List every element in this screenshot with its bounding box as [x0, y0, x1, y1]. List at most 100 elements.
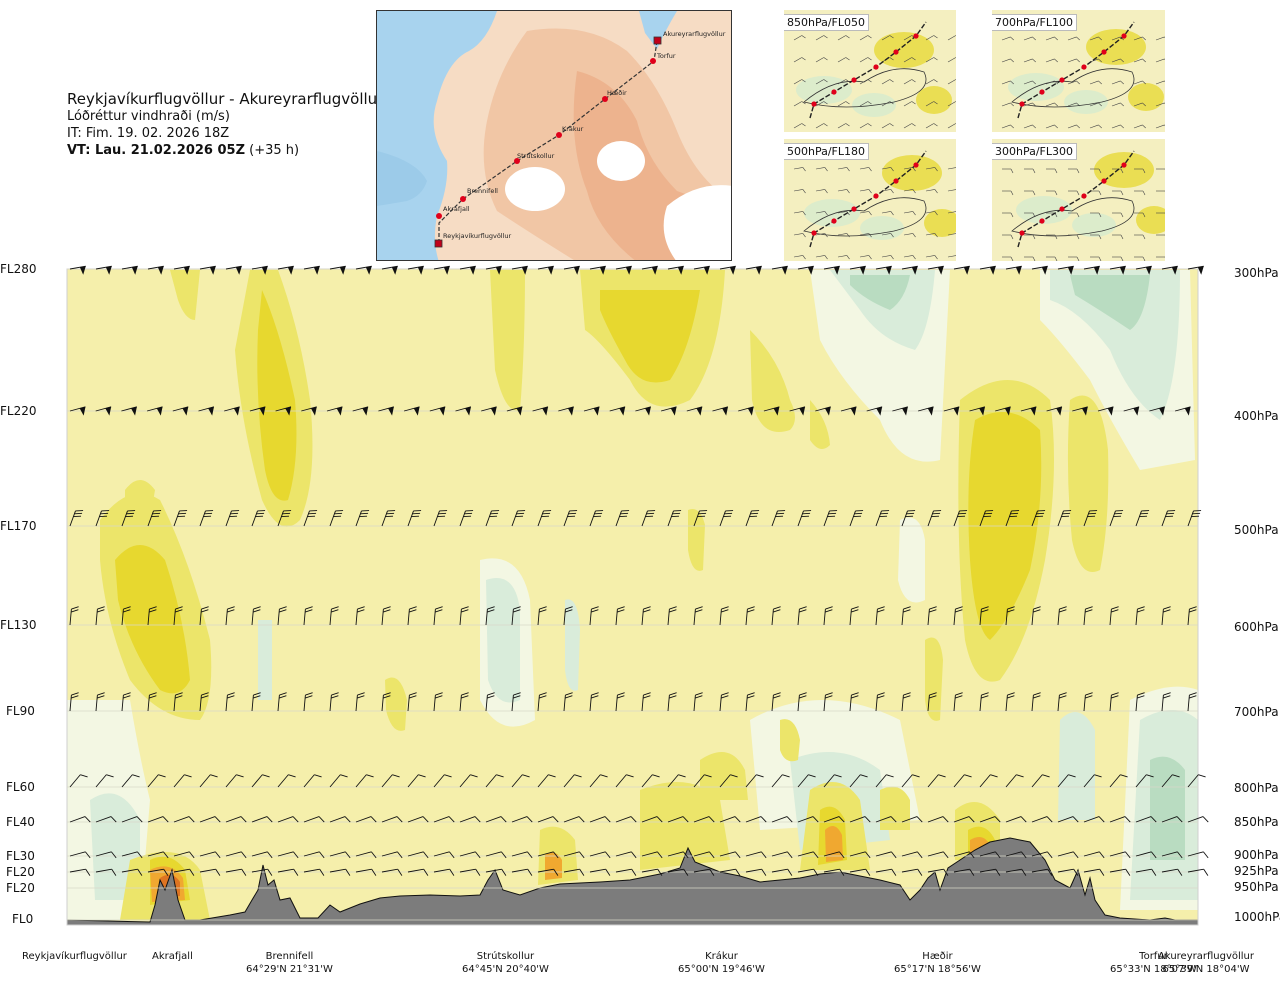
wind-barb — [823, 265, 840, 275]
mini-map-wind-barb — [859, 255, 872, 260]
wind-barb — [1031, 774, 1050, 788]
location-name: Torfur — [1139, 951, 1168, 962]
wind-barb — [745, 868, 767, 876]
hpa-label-3: 500hPa — [1234, 523, 1279, 537]
mini-map-wind-barb — [837, 211, 850, 216]
wind-barb — [719, 265, 736, 275]
wind-barb — [615, 265, 632, 275]
wind-barb — [635, 406, 651, 416]
mini-map-waypoint — [1039, 218, 1045, 224]
wind-barb — [199, 851, 221, 859]
wind-barb — [1005, 868, 1027, 876]
wind-barb — [329, 692, 339, 712]
wind-barb — [953, 774, 972, 788]
wind-barb — [459, 692, 469, 712]
wind-barb — [224, 406, 240, 416]
mini-map-wind-barb — [837, 35, 850, 41]
wind-barb — [95, 510, 110, 527]
wind-barb — [797, 265, 814, 275]
wind-barb — [485, 692, 495, 712]
wind-barb — [225, 774, 244, 788]
wind-barb — [1187, 265, 1204, 275]
wind-barb — [641, 265, 658, 275]
wind-barb — [95, 774, 114, 788]
wind-barb — [558, 406, 574, 416]
wind-barb — [433, 868, 455, 876]
mini-map-wind-barb — [1002, 212, 1014, 218]
mini-map-wind-barb — [1045, 36, 1058, 41]
wind-barb — [589, 774, 608, 788]
wind-barb — [95, 692, 105, 712]
mini-map-wind-barb — [859, 35, 872, 41]
wind-barb — [485, 774, 504, 788]
wind-barb — [381, 868, 403, 876]
mini-map-wind-barb — [947, 189, 956, 192]
wind-barb — [892, 406, 908, 416]
mini-map-wind-barb — [1111, 124, 1124, 129]
wind-barb — [1187, 816, 1209, 823]
wind-barb — [563, 851, 585, 859]
wind-barb — [1135, 510, 1150, 527]
wind-barb — [407, 868, 429, 876]
wind-barb — [225, 265, 242, 275]
mini-map-wind-barb — [859, 189, 872, 194]
mini-map-wind-barb — [815, 35, 828, 41]
wind-barb — [979, 265, 996, 275]
terrain-profile — [67, 837, 1198, 925]
mini-map-300-label: 300hPa/FL300 — [992, 143, 1078, 160]
wind-barb — [1149, 406, 1165, 416]
wind-barb — [251, 816, 273, 823]
mini-map-300: 300hPa/FL300 — [992, 139, 1165, 261]
wind-barb — [917, 406, 934, 416]
wind-barb — [738, 406, 754, 416]
mini-map-waypoint — [1101, 49, 1107, 55]
wind-barb — [979, 774, 998, 788]
map-label-brennifell: Brennifell — [467, 187, 498, 195]
wind-barb — [693, 606, 703, 626]
wind-barb — [459, 510, 474, 527]
wind-barb — [641, 510, 656, 527]
mini-map-wind-barb — [815, 79, 828, 85]
waypoint-marker-krakur — [556, 132, 562, 138]
wind-barb — [563, 774, 582, 788]
mini-map-wind-barb — [1046, 190, 1058, 196]
wind-barb — [589, 868, 611, 876]
wind-barb — [1161, 774, 1180, 788]
wind-barb — [1161, 265, 1178, 275]
mini-map-wind-barb — [1156, 234, 1165, 240]
wind-barb — [1109, 816, 1131, 823]
mini-map-wind-barb — [1111, 80, 1124, 85]
wind-barb — [693, 774, 712, 788]
wind-barb — [95, 406, 112, 416]
mini-map-wind-barb — [1133, 80, 1146, 85]
mini-map-wind-barb — [1112, 256, 1124, 261]
wind-barb — [823, 606, 833, 626]
mini-map-waypoint — [831, 89, 837, 95]
wind-barb — [771, 851, 793, 859]
mini-map-wind-barb — [793, 57, 806, 63]
wind-barb — [537, 774, 556, 788]
map-label-haedir: Hæðir — [607, 89, 627, 97]
wind-barb — [537, 606, 547, 626]
wind-barb — [459, 851, 481, 859]
mini-map-wind-barb — [1089, 124, 1102, 129]
wind-barb — [563, 692, 573, 712]
wind-barb — [381, 606, 391, 626]
mini-map-wind-barb — [859, 233, 872, 238]
mini-map-waypoint — [1019, 101, 1025, 107]
wind-barb — [147, 868, 169, 876]
wind-barb — [1057, 692, 1067, 712]
mini-map-wind-barb — [1133, 58, 1146, 63]
mini-map-wind-barb — [1002, 168, 1014, 174]
location-name: Akureyrarflugvöllur — [1158, 951, 1255, 962]
wind-barb — [1161, 692, 1171, 712]
wind-barb — [823, 816, 845, 823]
wind-barb — [1109, 265, 1126, 275]
wind-barb — [1135, 692, 1145, 712]
wind-barb — [69, 868, 91, 876]
mini-map-wind-barb — [1155, 124, 1165, 129]
wind-barb — [641, 774, 660, 788]
wind-barb — [537, 816, 559, 823]
wind-barb — [901, 510, 916, 527]
wind-barb — [1161, 816, 1183, 823]
